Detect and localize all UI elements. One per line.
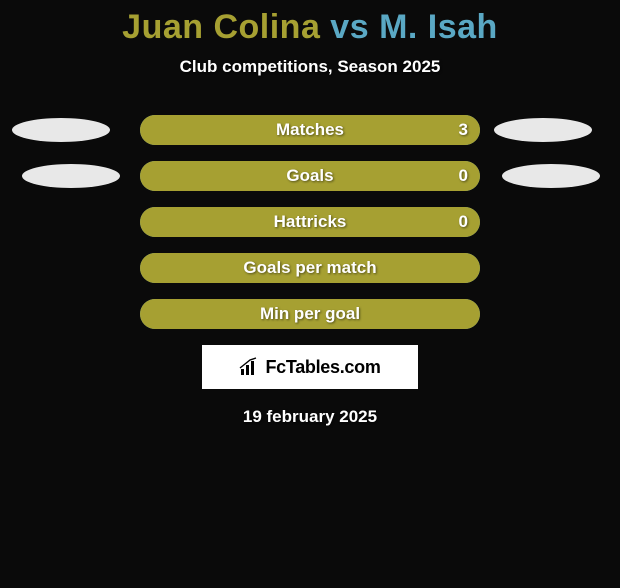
bar-track: Hattricks0 (140, 207, 480, 237)
stat-row: Goals per match (0, 253, 620, 283)
bar-chart-icon (239, 357, 259, 377)
stat-value-right: 0 (459, 161, 468, 191)
player-marker (502, 164, 600, 188)
comparison-chart: Matches3 Goals0 Hattricks0 Goals per match M… (0, 115, 620, 329)
bar-track: Min per goal (140, 299, 480, 329)
bar-player1 (140, 299, 480, 329)
stat-row: Hattricks0 (0, 207, 620, 237)
logo-badge: FcTables.com (202, 345, 418, 389)
stat-value-right: 0 (459, 207, 468, 237)
bar-track: Goals0 (140, 161, 480, 191)
bar-track: Goals per match (140, 253, 480, 283)
player-marker (22, 164, 120, 188)
title-vs: vs (320, 8, 379, 46)
page-title: Juan Colina vs M. Isah (0, 8, 620, 47)
bar-player1 (140, 161, 480, 191)
bar-player1 (140, 115, 480, 145)
stat-value-right: 3 (459, 115, 468, 145)
title-player1: Juan Colina (122, 8, 320, 46)
logo-text: FcTables.com (265, 357, 380, 378)
player-marker (494, 118, 592, 142)
stat-row: Min per goal (0, 299, 620, 329)
bar-track: Matches3 (140, 115, 480, 145)
player-marker (12, 118, 110, 142)
bar-player1 (140, 207, 480, 237)
bar-player1 (140, 253, 480, 283)
title-player2: M. Isah (379, 8, 498, 46)
date-label: 19 february 2025 (0, 407, 620, 427)
subtitle: Club competitions, Season 2025 (0, 57, 620, 77)
